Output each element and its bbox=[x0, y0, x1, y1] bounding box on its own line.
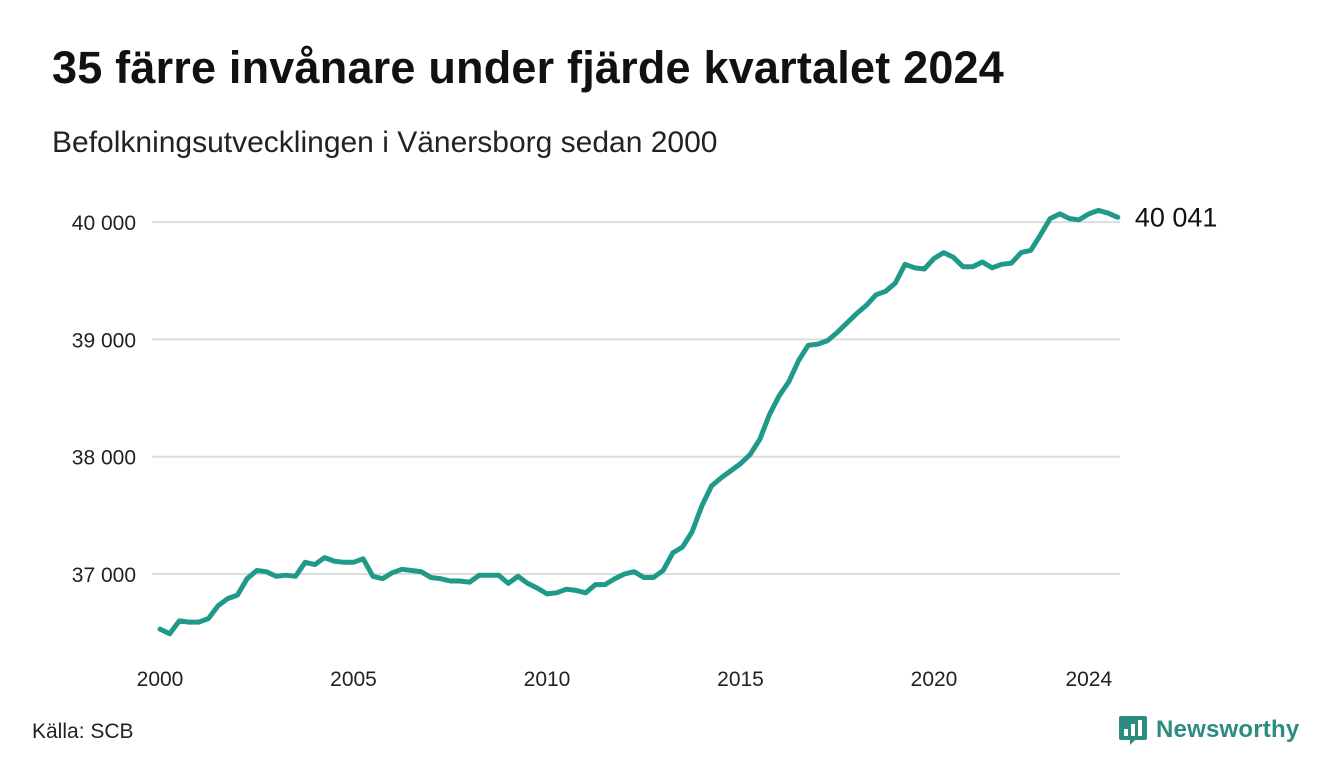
brand-logo[interactable]: Newsworthy bbox=[1118, 714, 1299, 746]
x-tick-label: 2010 bbox=[524, 668, 571, 691]
y-axis-labels: 37 000 38 000 39 000 40 000 bbox=[72, 212, 136, 587]
series-layer bbox=[157, 207, 1121, 637]
x-axis-labels: 2000 2005 2010 2015 2020 2024 bbox=[137, 668, 1113, 691]
x-tick-label: 2020 bbox=[911, 668, 958, 691]
end-value-label: 40 041 bbox=[1135, 202, 1218, 232]
y-tick-label: 37 000 bbox=[72, 564, 136, 587]
y-tick-label: 39 000 bbox=[72, 329, 136, 352]
source-note: Källa: SCB bbox=[32, 720, 134, 743]
x-tick-label: 2015 bbox=[717, 668, 764, 691]
line-chart: 37 000 38 000 39 000 40 000 2000 2005 2010 201… bbox=[72, 202, 1218, 691]
chart-title: 35 färre invånare under fjärde kvartalet… bbox=[52, 42, 1005, 93]
y-tick-label: 38 000 bbox=[72, 447, 136, 470]
end-label-layer: 40 041 bbox=[1135, 202, 1218, 232]
gridlines bbox=[152, 221, 1120, 575]
newsworthy-logo-icon bbox=[1119, 716, 1147, 745]
series-line bbox=[157, 207, 1121, 637]
brand-name: Newsworthy bbox=[1156, 716, 1300, 743]
chart-subtitle: Befolkningsutvecklingen i Vänersborg sed… bbox=[52, 126, 718, 159]
x-tick-label: 2005 bbox=[330, 668, 377, 691]
y-tick-label: 40 000 bbox=[72, 212, 136, 235]
x-tick-label: 2000 bbox=[137, 668, 184, 691]
x-tick-label: 2024 bbox=[1065, 668, 1112, 691]
